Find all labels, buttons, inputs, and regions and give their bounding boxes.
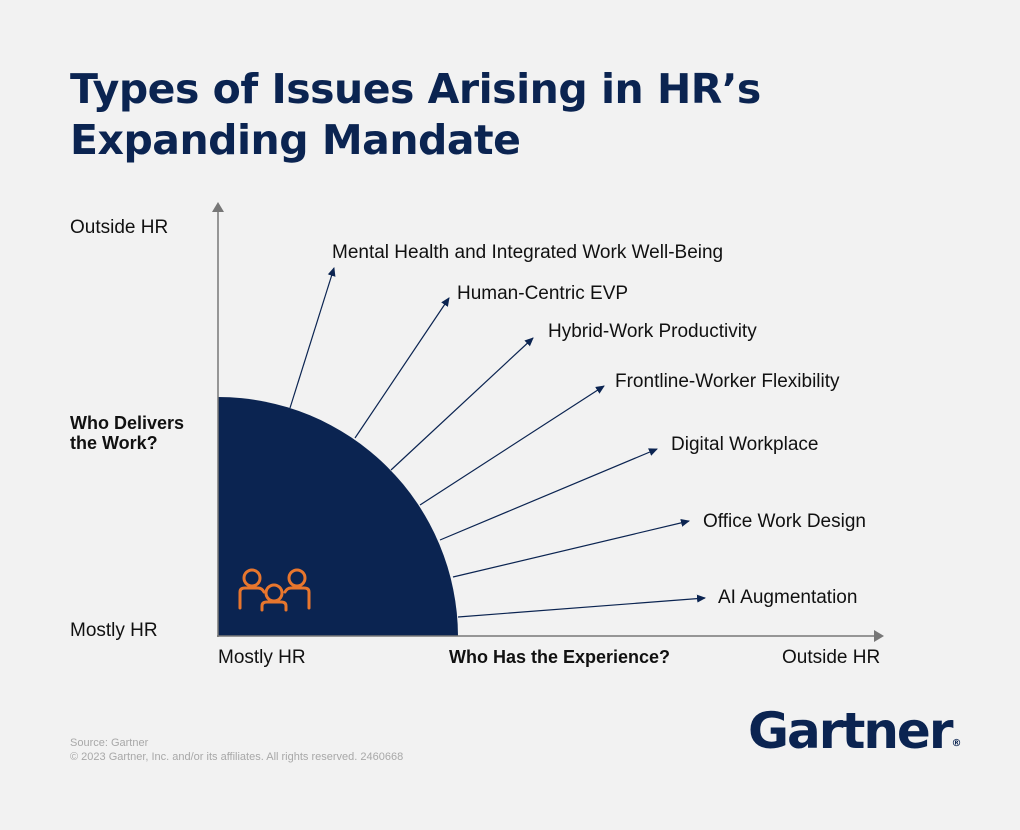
issue-arrow: [457, 594, 706, 618]
x-axis-question: Who Has the Experience?: [449, 647, 671, 667]
source-line: Source: Gartner: [70, 737, 149, 749]
issue-arrow: [354, 297, 450, 439]
issue-arrow: [439, 448, 658, 541]
x-axis-left-label: Mostly HR: [218, 647, 306, 668]
issue-arrow: [289, 267, 336, 409]
issue-label: Hybrid-Work Productivity: [548, 321, 757, 342]
x-axis-right-label: Outside HR: [782, 647, 881, 668]
logo-text: Gartner: [748, 702, 954, 760]
hr-quarter-circle: [218, 397, 458, 636]
y-axis-arrow-icon: [212, 202, 224, 212]
issue-arrow: [419, 385, 605, 506]
issue-label: Human-Centric EVP: [457, 283, 629, 304]
issue-label: Office Work Design: [703, 511, 866, 532]
title-line-2: Expanding Mandate: [70, 116, 521, 164]
issue-label: Frontline-Worker Flexibility: [615, 371, 840, 392]
issue-arrows: [289, 267, 706, 618]
issue-label: AI Augmentation: [718, 587, 858, 608]
page-title: Types of Issues Arising in HR’s Expandin…: [70, 64, 830, 166]
title-line-1: Types of Issues Arising in HR’s: [70, 65, 761, 113]
people-group-icon: [238, 568, 311, 612]
x-axis-arrow-icon: [874, 630, 884, 642]
issue-arrow: [390, 337, 534, 471]
source-note: Source: Gartner © 2023 Gartner, Inc. and…: [70, 736, 403, 764]
issue-label: Mental Health and Integrated Work Well-B…: [332, 242, 724, 263]
issue-label: Digital Workplace: [671, 434, 819, 455]
copyright-line: © 2023 Gartner, Inc. and/or its affiliat…: [70, 751, 404, 763]
gartner-logo: Gartner®: [748, 702, 962, 760]
y-axis-question-line-1: Who Delivers: [70, 413, 185, 433]
registered-mark: ®: [951, 738, 962, 749]
y-axis-question-line-2: the Work?: [70, 433, 158, 453]
y-axis-top-label: Outside HR: [70, 217, 169, 238]
issue-arrow: [452, 518, 690, 578]
y-axis-question: Who Delivers the Work?: [70, 413, 184, 453]
y-axis-bottom-label: Mostly HR: [70, 620, 158, 641]
